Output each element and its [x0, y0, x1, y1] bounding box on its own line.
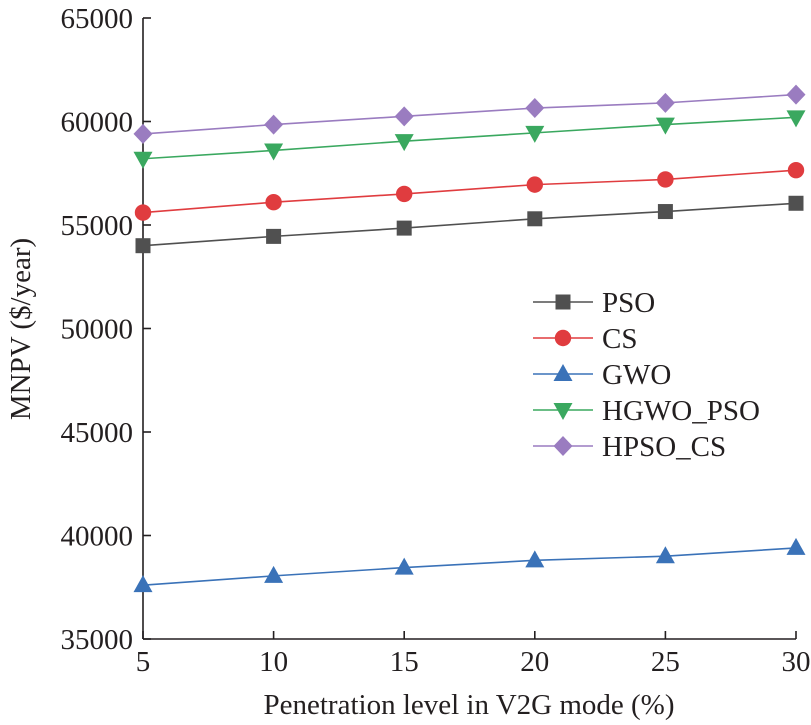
- y-tick-label: 50000: [61, 314, 134, 346]
- legend-marker: [555, 294, 571, 310]
- legend-marker: [553, 364, 573, 381]
- series-line-hpso-cs: [142, 93, 797, 135]
- series-hgwo-pso: [133, 110, 806, 169]
- data-point-pso: [527, 211, 543, 227]
- y-tick-label: 65000: [61, 3, 134, 35]
- data-point-hgwo-pso: [786, 110, 806, 128]
- data-point-hpso-cs: [264, 114, 284, 135]
- legend-marker: [553, 436, 573, 456]
- data-point-pso: [788, 195, 804, 211]
- series-gwo: [133, 537, 806, 593]
- x-axis-title: Penetration level in V2G mode (%): [264, 689, 675, 721]
- data-point-cs: [526, 176, 543, 193]
- data-point-gwo: [133, 575, 153, 593]
- data-point-pso: [396, 220, 412, 236]
- y-axis-title: MNPV ($/year): [5, 238, 37, 420]
- data-point-hpso-cs: [786, 84, 806, 105]
- data-point-hgwo-pso: [525, 125, 545, 143]
- series-layer: [133, 84, 806, 593]
- series-pso: [135, 195, 804, 254]
- series-cs: [134, 161, 805, 221]
- data-point-hgwo-pso: [655, 117, 675, 135]
- legend-item-hpso-cs: HPSO_CS: [533, 431, 726, 463]
- x-tick-label: 20: [520, 646, 549, 678]
- y-ticks: 35000 40000 45000 50000 55000 60000 65000: [61, 3, 151, 656]
- data-point-gwo: [786, 537, 806, 555]
- series-line-gwo: [142, 547, 797, 586]
- data-point-hgwo-pso: [133, 151, 153, 169]
- data-point-gwo: [525, 550, 545, 568]
- series-line-hgwo-pso: [142, 116, 797, 160]
- y-tick-label: 40000: [61, 521, 134, 553]
- series-line-cs: [142, 169, 797, 214]
- data-point-cs: [265, 194, 282, 211]
- legend-label: PSO: [602, 287, 655, 319]
- x-tick-label: 5: [136, 646, 151, 678]
- data-point-hpso-cs: [525, 98, 545, 119]
- data-point-hpso-cs: [655, 92, 675, 113]
- legend-label: HPSO_CS: [602, 431, 726, 463]
- y-tick-label: 45000: [61, 417, 134, 449]
- x-tick-label: 10: [259, 646, 288, 678]
- y-tick-label: 55000: [61, 210, 134, 242]
- data-point-gwo: [655, 546, 675, 564]
- data-point-cs: [657, 171, 674, 188]
- x-tick-label: 30: [782, 646, 811, 678]
- data-point-hgwo-pso: [394, 134, 414, 152]
- data-point-cs: [134, 204, 152, 221]
- data-point-hgwo-pso: [264, 143, 284, 161]
- data-point-pso: [266, 228, 282, 244]
- data-point-cs: [787, 161, 805, 179]
- legend-item-gwo: GWO: [533, 359, 671, 391]
- x-tick-label: 25: [651, 646, 680, 678]
- data-point-hpso-cs: [133, 123, 153, 144]
- series-line-pso: [142, 202, 797, 247]
- legend: PSO CS GWO HGWO_PSO HPSO_CS: [533, 287, 760, 463]
- x-ticks: 5 10 15 20 25 30: [136, 631, 811, 678]
- y-tick-label: 35000: [61, 624, 134, 656]
- data-point-cs: [396, 185, 413, 203]
- legend-item-hgwo-pso: HGWO_PSO: [533, 395, 760, 427]
- legend-item-pso: PSO: [533, 287, 655, 319]
- legend-marker: [553, 403, 573, 420]
- data-point-hpso-cs: [394, 106, 414, 127]
- y-tick-label: 60000: [61, 107, 134, 139]
- legend-marker: [554, 329, 572, 347]
- legend-item-cs: CS: [533, 323, 637, 355]
- series-hpso-cs: [133, 84, 806, 144]
- legend-label: CS: [602, 323, 637, 355]
- data-point-pso: [657, 204, 673, 220]
- legend-label: GWO: [602, 359, 671, 391]
- data-point-gwo: [264, 565, 284, 583]
- axes: [142, 18, 796, 640]
- x-tick-label: 15: [390, 646, 419, 678]
- data-point-pso: [135, 238, 151, 254]
- data-point-gwo: [394, 557, 414, 575]
- legend-label: HGWO_PSO: [602, 395, 760, 427]
